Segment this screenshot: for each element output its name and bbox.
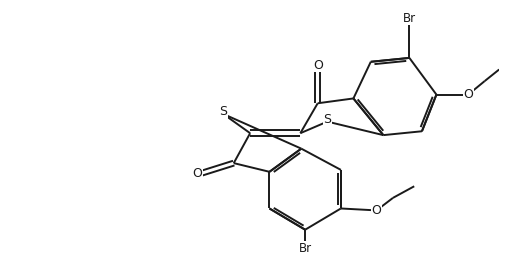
Text: Br: Br [299, 242, 312, 254]
Text: S: S [324, 113, 331, 126]
Text: Br: Br [403, 12, 416, 25]
Text: O: O [193, 167, 202, 180]
Text: O: O [313, 59, 323, 72]
Text: O: O [372, 204, 382, 217]
Text: O: O [463, 88, 473, 101]
Text: S: S [219, 105, 227, 118]
